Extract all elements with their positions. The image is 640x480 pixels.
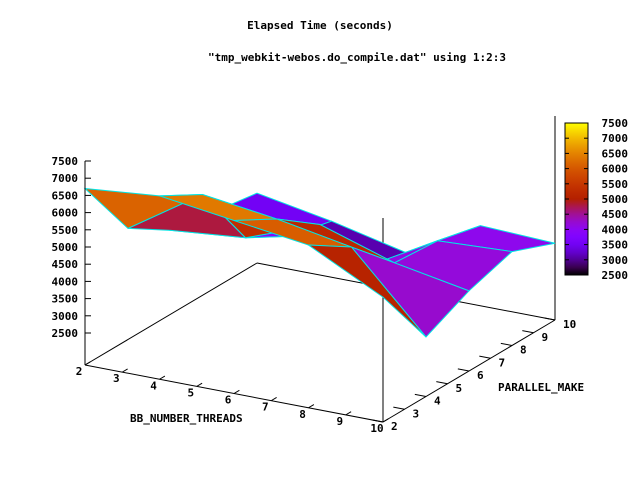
x-tick-label: 10 [370, 422, 383, 435]
colorbox-tick-label: 7000 [602, 132, 629, 145]
y-tick-label: 2 [391, 420, 398, 433]
z-tick-label: 4500 [52, 258, 79, 271]
floor-edge-left [84, 262, 258, 366]
y-tick-label: 8 [520, 344, 527, 357]
z-tick-label: 3000 [52, 310, 79, 323]
y-tick-mark [371, 419, 384, 423]
y-tick-mark [414, 393, 427, 397]
axes-back [84, 116, 556, 422]
y-tick-label: 3 [413, 407, 420, 420]
x-tick-mark [159, 375, 166, 380]
x-tick-mark [233, 389, 240, 394]
z-tick-label: 5500 [52, 224, 79, 237]
y-tick-label: 6 [477, 369, 484, 382]
y-tick-label: 10 [563, 318, 576, 331]
y-tick-label: 7 [499, 356, 506, 369]
x-tick-label: 4 [150, 379, 157, 392]
z-tick-label: 5000 [52, 241, 79, 254]
z-tick-label: 6000 [52, 207, 79, 220]
colorbox-tick-label: 5500 [602, 178, 629, 191]
x-tick-label: 8 [299, 408, 306, 421]
x-tick-mark [345, 411, 352, 416]
y-tick-label: 5 [456, 382, 463, 395]
x-tick-label: 7 [262, 401, 269, 414]
chart-subtitle: "tmp_webkit-webos.do_compile.dat" using … [208, 51, 506, 64]
y-tick-mark [436, 381, 448, 385]
z-tick-label: 7500 [52, 155, 79, 168]
colorbox-tick-label: 3000 [602, 254, 629, 267]
y-tick-mark [457, 368, 470, 372]
colorbox-tick-label: 4500 [602, 208, 629, 221]
tick-labels: 2500 3000 3500 4000 4500 5000 5500 6000 6500 7000… [52, 155, 577, 435]
z-tick-label: 4000 [52, 275, 79, 288]
z-tick-label: 3500 [52, 293, 79, 306]
x-tick-label: 6 [225, 394, 232, 407]
y-tick-label: 4 [434, 395, 441, 408]
colorbox-tick-label: 4000 [602, 223, 629, 236]
surface [83, 187, 556, 338]
colorbox-tick-label: 6000 [602, 163, 629, 176]
x-tick-mark [382, 418, 389, 423]
y-tick-mark [543, 317, 556, 321]
colorbox-tick-label: 6500 [602, 147, 629, 160]
x-tick-mark [196, 382, 203, 387]
colorbox-tick-label: 2500 [602, 269, 629, 282]
y-tick-label: 9 [542, 331, 549, 344]
x-tick-label: 5 [187, 386, 194, 399]
y-tick-mark [479, 355, 491, 359]
colorbox-tick-label: 5000 [602, 193, 629, 206]
x-tick-label: 3 [113, 372, 120, 385]
x-axis-label: BB_NUMBER_THREADS [130, 412, 243, 425]
colorbox-tick-label: 3500 [602, 239, 629, 252]
colorbox-tick-label: 7500 [602, 117, 629, 130]
y-tick-mark [393, 406, 405, 410]
x-tick-mark [121, 368, 128, 373]
x-tick-label: 2 [76, 365, 83, 378]
y-tick-mark [522, 330, 534, 334]
y-axis-label: PARALLEL_MAKE [498, 381, 584, 394]
x-tick-mark [270, 397, 277, 402]
x-tick-mark [308, 404, 315, 409]
z-tick-label: 6500 [52, 189, 79, 202]
y-tick-mark [500, 342, 513, 346]
x-tick-mark [84, 361, 91, 366]
colorbox-ticks: 2500 3000 3500 4000 4500 5000 5500 6000 6500 7000… [565, 117, 628, 282]
surface-quad [306, 244, 427, 338]
z-tick-label: 7000 [52, 172, 79, 185]
x-tick-label: 9 [336, 415, 343, 428]
z-tick-label: 2500 [52, 327, 79, 340]
chart-title: Elapsed Time (seconds) [247, 19, 393, 32]
